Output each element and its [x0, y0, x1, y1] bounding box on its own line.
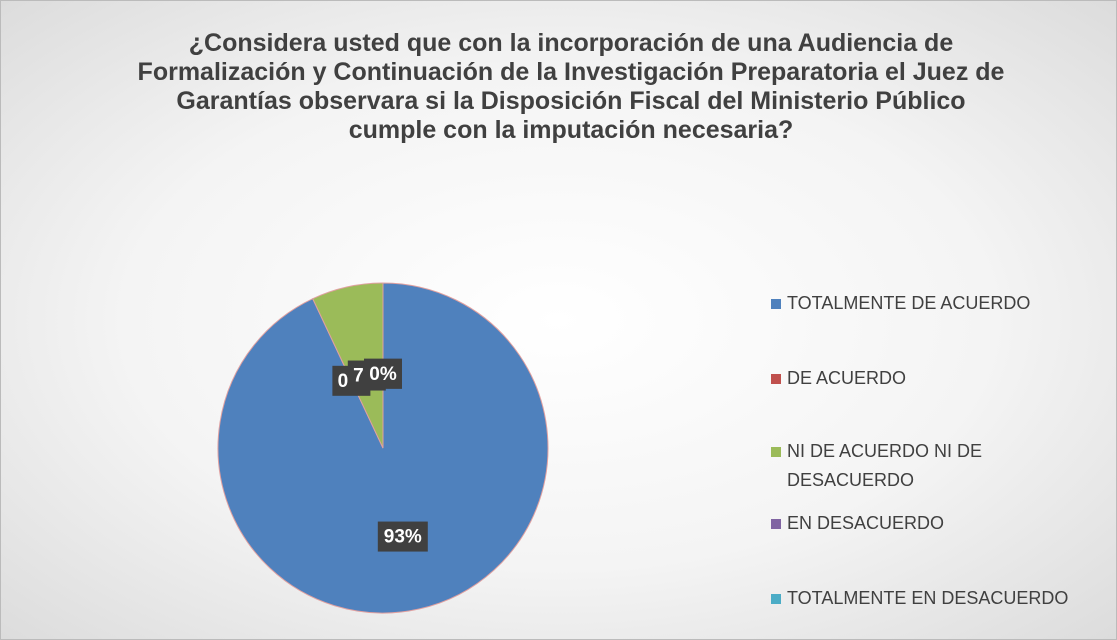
legend-item: TOTALMENTE DE ACUERDO — [771, 289, 1111, 318]
legend-item: TOTALMENTE EN DESACUERDO — [771, 584, 1111, 613]
legend-label: EN DESACUERDO — [787, 513, 945, 533]
legend-label: TOTALMENTE DE ACUERDO — [787, 293, 1031, 313]
data-label: 0% — [364, 358, 402, 389]
data-label-text: 93% — [384, 527, 422, 548]
legend-item: NI DE ACUERDO NI DE DESACUERDO — [771, 437, 1111, 495]
data-label-box — [364, 358, 402, 389]
chart-title: ¿Considera usted que con la incorporació… — [137, 29, 1005, 144]
legend-swatch — [771, 447, 781, 457]
data-label-text: 0% — [369, 364, 397, 385]
legend-label: NI DE ACUERDO NI DE DESACUERDO — [787, 441, 983, 490]
legend-swatch — [771, 519, 781, 529]
legend-swatch — [771, 299, 781, 309]
data-label-box — [377, 521, 428, 552]
legend-item: EN DESACUERDO — [771, 509, 1111, 538]
legend-label: TOTALMENTE EN DESACUERDO — [787, 588, 1069, 608]
legend-swatch — [771, 374, 781, 384]
legend-item: DE ACUERDO — [771, 364, 1111, 393]
data-label: 93% — [377, 521, 428, 552]
legend-swatch — [771, 594, 781, 604]
legend-label: DE ACUERDO — [787, 368, 907, 388]
